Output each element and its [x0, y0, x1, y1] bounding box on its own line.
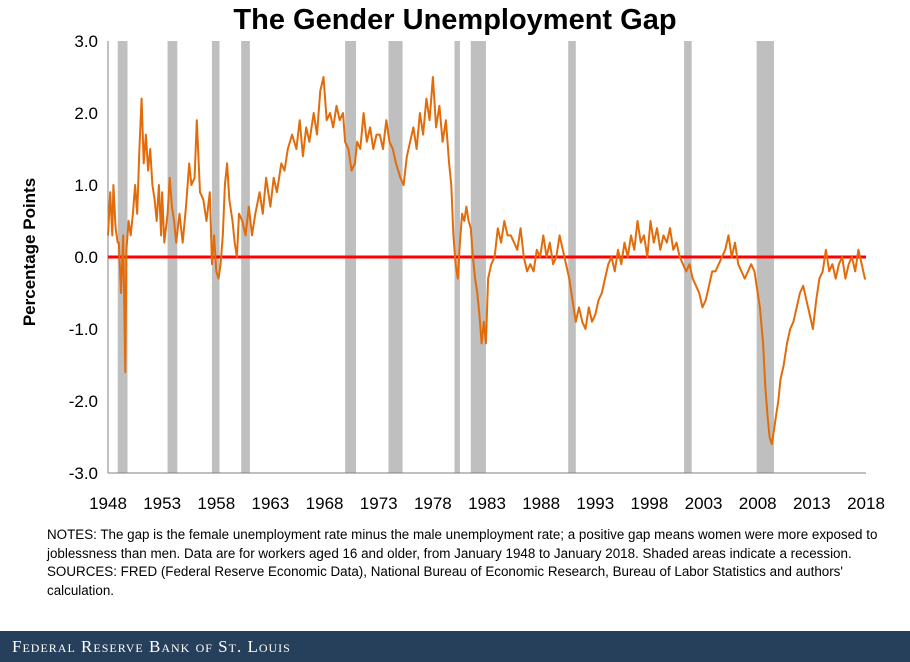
sources-text: SOURCES: FRED (Federal Reserve Economic …	[47, 564, 843, 598]
chart-area: 3.0 2.0 1.0 0.0 -1.0 -2.0 -3.0 1948 1953 1958 1963…	[20, 32, 885, 513]
notes-block: NOTES: The gap is the female unemploymen…	[47, 526, 892, 600]
x-tick-label: 2008	[739, 494, 777, 513]
y-tick-label: 0.0	[74, 248, 98, 267]
x-tick-label: 1978	[414, 494, 452, 513]
x-tick-label: 1963	[252, 494, 290, 513]
x-tick-label: 1998	[631, 494, 669, 513]
footer-bar: Federal Reserve Bank of St. Louis	[0, 631, 910, 662]
x-tick-label: 2013	[793, 494, 831, 513]
footer-brand: Federal Reserve Bank of St. Louis	[12, 637, 291, 656]
x-tick-label: 1968	[306, 494, 344, 513]
x-tick-label: 1988	[522, 494, 560, 513]
x-tick-label: 1973	[360, 494, 398, 513]
y-tick-label: -1.0	[69, 320, 98, 339]
tick-labels: 3.0 2.0 1.0 0.0 -1.0 -2.0 -3.0 1948 1953 1958 1963…	[69, 32, 885, 513]
series-layer	[107, 76, 866, 446]
y-tick-label: -3.0	[69, 464, 98, 483]
x-tick-label: 1993	[576, 494, 614, 513]
y-axis-title: Percentage Points	[20, 178, 39, 326]
x-tick-label: 2003	[685, 494, 723, 513]
y-tick-label: 1.0	[74, 176, 98, 195]
y-tick-label: -2.0	[69, 392, 98, 411]
x-tick-label: 2018	[847, 494, 885, 513]
y-tick-label: 2.0	[74, 104, 98, 123]
gap-series-line	[107, 76, 866, 446]
x-tick-label: 1953	[143, 494, 181, 513]
y-tick-label: 3.0	[74, 32, 98, 51]
x-tick-label: 1983	[468, 494, 506, 513]
x-tick-label: 1948	[89, 494, 127, 513]
x-tick-label: 1958	[197, 494, 235, 513]
chart-title: The Gender Unemployment Gap	[233, 4, 677, 36]
notes-text: NOTES: The gap is the female unemploymen…	[47, 527, 878, 561]
